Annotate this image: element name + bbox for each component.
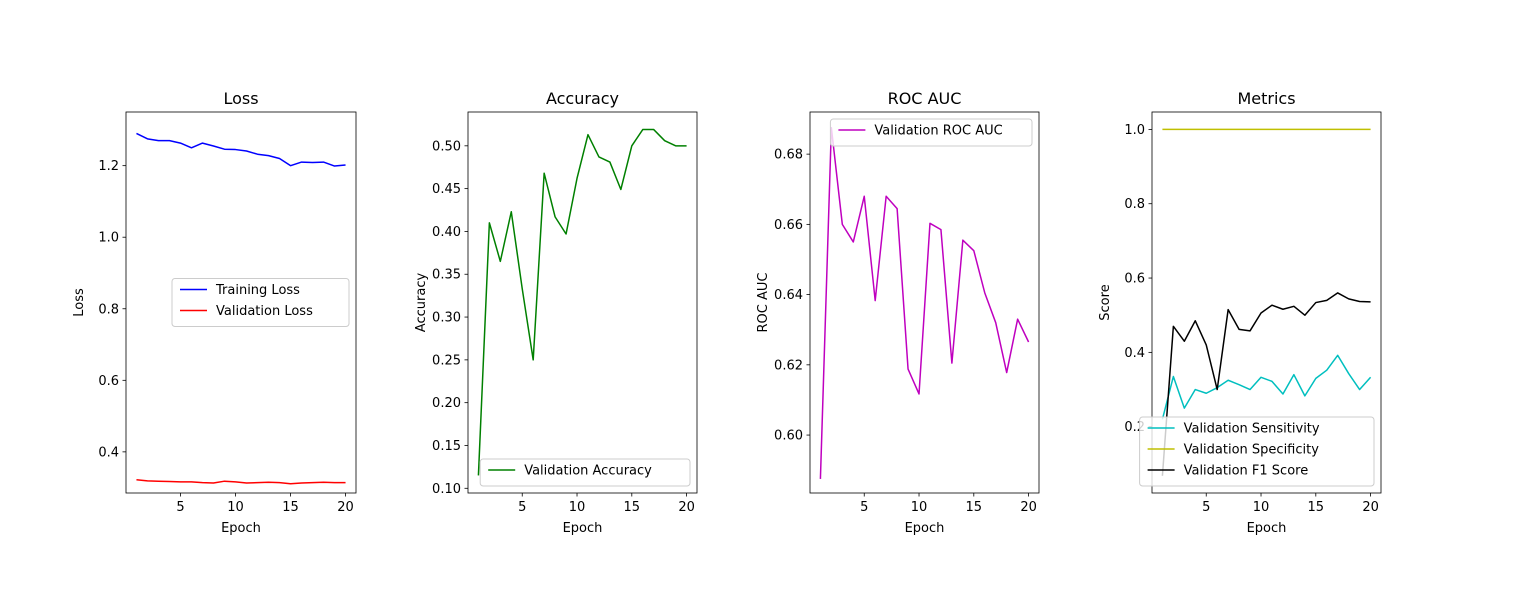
series-line-validation-loss: [136, 479, 346, 485]
y-axis-label: ROC AUC: [756, 273, 771, 333]
y-tick-label: 0.25: [432, 353, 461, 368]
x-tick-label: 20: [678, 500, 695, 515]
x-tick-label: 15: [1308, 500, 1325, 515]
y-tick-label: 0.6: [1124, 272, 1145, 287]
x-tick-label: 10: [569, 500, 586, 515]
legend: Training Loss Validation Loss: [171, 278, 350, 327]
y-tick-label: 0.6: [98, 374, 119, 389]
legend-entry: Validation Accuracy: [524, 464, 652, 479]
x-tick-label: 15: [966, 500, 983, 515]
y-tick-label: 0.35: [432, 268, 461, 283]
y-tick-label: 1.0: [1124, 123, 1145, 138]
chart-title: Loss: [223, 89, 258, 108]
series-line-validation-accuracy: [477, 128, 687, 476]
x-axis-label: Epoch: [221, 521, 261, 536]
series-line-validation-roc-auc: [819, 127, 1030, 479]
legend-entry: Training Loss: [215, 283, 300, 298]
y-tick-label: 0.8: [98, 302, 119, 317]
legend-frame: [479, 458, 691, 487]
legend-entry: Validation F1 Score: [1184, 464, 1309, 479]
panel-accuracy: 5 10 15 20 0.10 0.15 0.20 0.25 0.30 0.35 0.40 0.45 0…: [414, 89, 698, 536]
x-tick-label: 10: [1253, 500, 1270, 515]
legend-frame: [1139, 416, 1375, 487]
series-line-validation-f1-score: [1161, 292, 1371, 476]
y-tick-label: 0.66: [774, 218, 803, 233]
x-tick-label: 20: [1020, 500, 1037, 515]
x-tick-label: 5: [518, 500, 526, 515]
x-tick-label: 5: [860, 500, 868, 515]
y-axis-label: Score: [1098, 284, 1113, 320]
y-tick-label: 0.4: [1124, 346, 1145, 361]
series-line-training-loss: [136, 132, 346, 167]
y-tick-label: 0.60: [774, 429, 803, 444]
y-tick-label: 0.40: [432, 225, 461, 240]
y-tick-label: 0.15: [432, 439, 461, 454]
series-line-validation-sensitivity: [1161, 354, 1372, 420]
x-tick-label: 10: [227, 500, 244, 515]
y-tick-label: 0.68: [774, 148, 803, 163]
axes-frame: [809, 111, 1040, 494]
y-tick-label: 0.8: [1124, 197, 1145, 212]
legend-frame: [829, 118, 1033, 147]
y-tick-label: 0.64: [774, 288, 803, 303]
x-axis-label: Epoch: [1247, 521, 1287, 536]
y-tick-label: 0.50: [432, 139, 461, 154]
x-tick-label: 15: [624, 500, 641, 515]
x-tick-label: 5: [1202, 500, 1210, 515]
x-tick-label: 20: [1362, 500, 1379, 515]
legend-entry: Validation Loss: [216, 304, 313, 319]
panel-loss: 5 10 15 20 0.4 0.6 0.8 1.0 1.2 Loss Epoch Loss Train…: [72, 89, 357, 536]
x-tick-label: 15: [282, 500, 299, 515]
x-axis-label: Epoch: [563, 521, 603, 536]
legend: Validation ROC AUC: [829, 118, 1033, 147]
y-tick-label: 1.0: [98, 231, 119, 246]
axes-frame: [1151, 111, 1382, 494]
legend-entry: Validation Specificity: [1184, 443, 1320, 458]
x-tick-label: 10: [911, 500, 928, 515]
y-tick-label: 0.45: [432, 182, 461, 197]
legend-entry: Validation ROC AUC: [874, 124, 1002, 139]
y-tick-label: 0.4: [98, 445, 119, 460]
legend-frame: [171, 278, 350, 327]
panel-roc-auc: 5 10 15 20 0.60 0.62 0.64 0.66 0.68 ROC AUC Epoch R…: [756, 89, 1040, 536]
y-tick-label: 1.2: [98, 159, 119, 174]
panel-metrics: 5 10 15 200.20.40.60.81.0MetricsEpochScoreV…: [1098, 89, 1382, 536]
axes-frame: [125, 111, 357, 494]
legend-entry: Validation Sensitivity: [1184, 422, 1320, 437]
x-tick-label: 20: [337, 500, 354, 515]
y-tick-label: 0.10: [432, 482, 461, 497]
y-tick-label: 0.30: [432, 311, 461, 326]
y-tick-label: 0.20: [432, 396, 461, 411]
chart-title: ROC AUC: [888, 89, 962, 108]
x-tick-label: 5: [176, 500, 184, 515]
y-axis-label: Accuracy: [414, 273, 429, 333]
axes-frame: [467, 111, 698, 494]
y-tick-label: 0.62: [774, 358, 803, 373]
legend: Validation Sensitivity Validation Specifi…: [1139, 416, 1375, 487]
chart-title: Accuracy: [546, 89, 619, 108]
y-axis-label: Loss: [72, 288, 87, 317]
x-axis-label: Epoch: [905, 521, 945, 536]
chart-title: Metrics: [1237, 89, 1295, 108]
legend: Validation Accuracy: [479, 458, 691, 487]
